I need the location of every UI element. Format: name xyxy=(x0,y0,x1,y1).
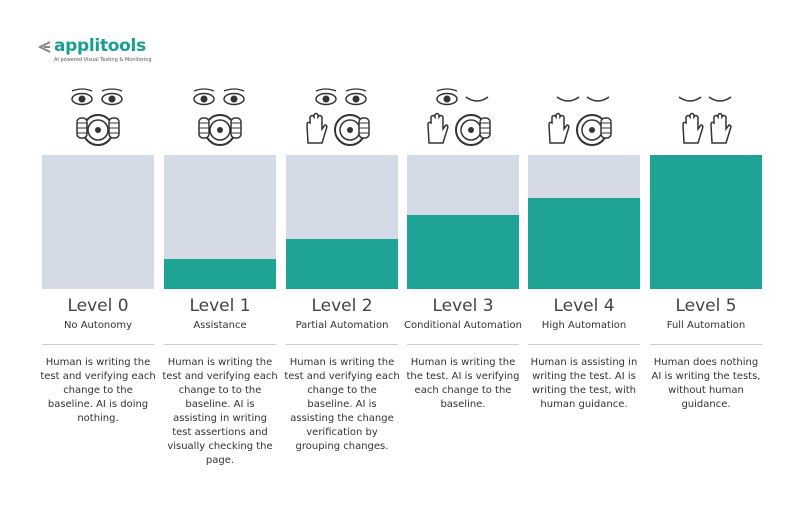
divider xyxy=(286,344,398,345)
divider xyxy=(650,344,762,345)
divider xyxy=(407,344,519,345)
level-title: Level 5 xyxy=(675,296,737,316)
level-title: Level 1 xyxy=(189,296,251,316)
autonomy-fill xyxy=(164,259,276,289)
level-subtitle: High Automation xyxy=(541,320,627,331)
level-description: Human is writing the test and verifying … xyxy=(162,357,278,466)
level-title: Level 4 xyxy=(553,296,615,316)
level-subtitle: No Autonomy xyxy=(63,320,133,331)
autonomy-bar xyxy=(164,155,276,289)
divider xyxy=(528,344,640,345)
logo-name: applitools xyxy=(54,36,146,56)
level-subtitle: Full Automation xyxy=(666,320,746,331)
level-subtitle: Assistance xyxy=(193,320,247,331)
logo: applitools AI powered Visual Testing & M… xyxy=(38,36,152,63)
autonomy-fill xyxy=(650,155,762,289)
autonomy-bar xyxy=(407,155,519,289)
divider xyxy=(164,344,276,345)
level-title: Level 2 xyxy=(311,296,373,316)
autonomy-bar xyxy=(528,155,640,289)
autonomy-bar xyxy=(42,155,154,289)
autonomy-bar xyxy=(650,155,762,289)
autonomy-fill xyxy=(407,215,519,289)
autonomy-fill xyxy=(286,239,398,289)
logo-icon xyxy=(38,41,51,53)
level-title: Level 0 xyxy=(67,296,129,316)
autonomy-bar xyxy=(286,155,398,289)
level-icon xyxy=(71,88,123,146)
level-description: Human is writing the test and verifying … xyxy=(40,357,156,424)
level-icon xyxy=(678,96,732,144)
level-title: Level 3 xyxy=(432,296,494,316)
level-subtitle: Conditional Automation xyxy=(403,320,523,331)
level-icon xyxy=(427,88,491,146)
level-icon xyxy=(193,88,245,146)
level-description: Human is writing the the test. AI is ver… xyxy=(406,357,520,410)
autonomy-fill xyxy=(528,198,640,289)
level-description: Human is assisting in writing the test. … xyxy=(530,357,638,410)
level-icon xyxy=(548,96,612,146)
level-icon xyxy=(306,88,370,146)
level-subtitle: Partial Automation xyxy=(295,320,389,331)
divider xyxy=(42,344,154,345)
level-description: Human is writing the test and verifying … xyxy=(284,357,400,452)
level-description: Human does nothing AI is writing the tes… xyxy=(651,357,761,410)
logo-tagline: AI powered Visual Testing & Monitoring xyxy=(54,57,152,63)
